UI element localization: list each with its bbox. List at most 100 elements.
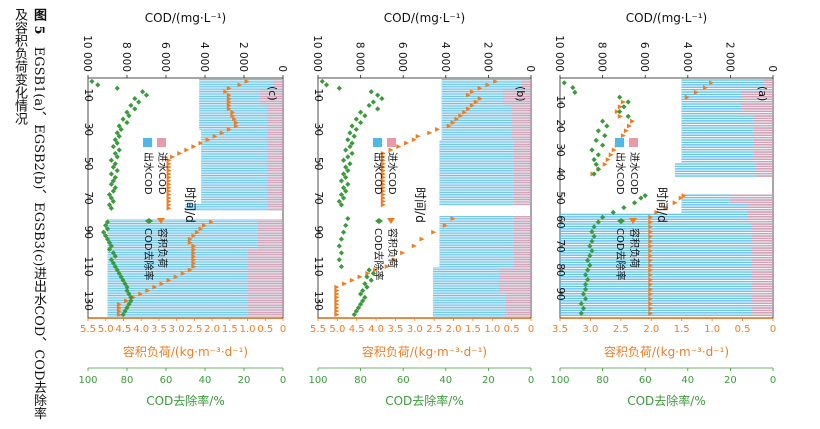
cod-tick-label: 2 000	[723, 42, 735, 72]
load-tick-label: 0	[528, 324, 534, 335]
influent-cod-bar	[560, 302, 773, 304]
effluent-cod-bar	[513, 260, 531, 262]
influent-cod-bar	[107, 226, 283, 228]
effluent-cod-bar	[257, 221, 283, 223]
effluent-cod-bar	[257, 240, 283, 242]
influent-cod-bar	[439, 152, 531, 154]
influent-cod-bar	[560, 254, 773, 256]
influent-cod-bar	[433, 305, 531, 307]
legend-influent-label: 进水COD	[156, 152, 168, 195]
load-point	[166, 188, 172, 194]
panel-label: (c)	[266, 86, 279, 101]
load-point	[116, 305, 122, 311]
influent-cod-bar	[107, 264, 283, 266]
influent-cod-bar	[681, 120, 773, 122]
influent-cod-bar	[201, 180, 283, 182]
influent-cod-bar	[560, 292, 773, 295]
influent-cod-bar	[107, 240, 283, 242]
effluent-cod-bar	[513, 145, 531, 147]
influent-cod-bar	[681, 124, 773, 127]
effluent-cod-bar	[751, 300, 773, 302]
effluent-cod-bar	[763, 84, 773, 86]
effluent-cod-bar	[513, 204, 531, 206]
effluent-cod-bar	[273, 82, 283, 84]
removal-tick-label: 0	[528, 375, 534, 386]
removal-point	[132, 95, 138, 102]
effluent-cod-bar	[751, 297, 773, 300]
effluent-cod-bar	[247, 262, 283, 264]
effluent-cod-bar	[511, 126, 531, 128]
removal-point	[343, 147, 349, 153]
removal-point	[368, 277, 374, 283]
load-point	[180, 271, 186, 276]
load-point	[373, 267, 379, 273]
influent-cod-bar	[439, 192, 531, 194]
effluent-cod-bar	[511, 123, 531, 125]
removal-point	[128, 102, 134, 109]
influent-cod-bar	[681, 144, 773, 146]
removal-point	[114, 140, 120, 146]
cod-tick-label: 4 000	[198, 42, 210, 72]
removal-point	[143, 92, 150, 98]
removal-point	[338, 202, 345, 208]
load-tick-label: 5.0	[329, 324, 345, 335]
load-point	[173, 274, 179, 280]
removal-point	[591, 224, 597, 230]
effluent-cod-bar	[503, 97, 531, 99]
removal-point	[106, 239, 113, 246]
influent-cod-bar	[560, 290, 773, 292]
effluent-cod-bar	[505, 306, 531, 308]
influent-cod-bar	[199, 94, 283, 96]
effluent-cod-bar	[499, 267, 531, 269]
influent-cod-bar	[201, 156, 283, 158]
removal-point	[600, 214, 606, 220]
load-point	[654, 210, 660, 215]
effluent-cod-bar	[267, 150, 283, 152]
load-point	[166, 199, 172, 204]
effluent-cod-bar	[505, 308, 531, 310]
load-point	[703, 85, 709, 90]
removal-point	[621, 205, 627, 211]
load-point	[191, 250, 197, 256]
influent-cod-bar	[201, 162, 283, 164]
effluent-cod-bar	[747, 218, 773, 220]
influent-cod-bar	[107, 282, 283, 284]
influent-cod-bar	[199, 92, 283, 94]
effluent-cod-bar	[751, 273, 773, 276]
influent-cod-bar	[560, 278, 773, 280]
influent-cod-bar	[107, 243, 283, 245]
load-tick-label: 2.5	[186, 324, 202, 335]
load-point	[191, 247, 197, 252]
effluent-cod-bar	[505, 310, 531, 312]
load-point	[334, 288, 340, 293]
effluent-cod-bar	[267, 126, 283, 128]
load-point	[131, 295, 137, 300]
effluent-cod-bar	[503, 92, 531, 94]
effluent-cod-bar	[267, 176, 283, 178]
removal-point	[110, 164, 116, 170]
influent-cod-bar	[201, 202, 283, 204]
data-gap	[318, 206, 531, 216]
influent-cod-bar	[201, 140, 283, 142]
time-tick-label: 10	[82, 88, 94, 101]
load-point	[166, 195, 172, 201]
effluent-cod-bar	[267, 195, 283, 197]
load-point	[617, 104, 623, 110]
load-tick-label: 1.0	[704, 324, 720, 335]
removal-point	[353, 126, 359, 133]
removal-point	[353, 308, 359, 314]
effluent-cod-bar	[257, 241, 283, 243]
influent-cod-bar	[681, 105, 773, 108]
removal-point	[347, 161, 353, 167]
influent-cod-bar	[439, 257, 531, 259]
removal-point	[631, 200, 638, 206]
influent-cod-bar	[199, 123, 283, 125]
effluent-cod-bar	[513, 224, 531, 226]
effluent-cod-bar	[267, 174, 283, 176]
removal-point	[589, 248, 595, 254]
influent-cod-bar	[107, 291, 283, 293]
load-point	[223, 89, 229, 95]
removal-point	[120, 311, 126, 318]
effluent-cod-bar	[247, 279, 283, 281]
